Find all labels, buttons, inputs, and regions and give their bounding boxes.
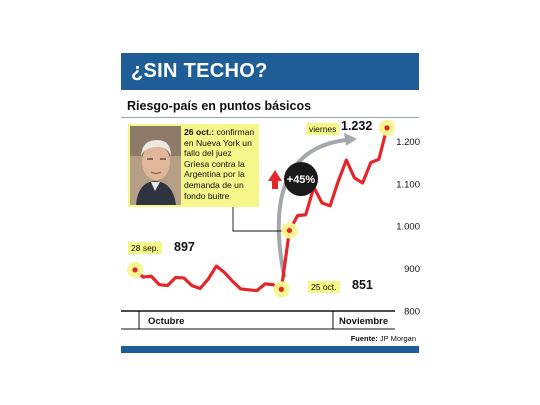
label-end-value: 1.232	[341, 119, 373, 133]
source-value: JP Morgan	[377, 334, 416, 343]
y-tick-label: 1.100	[396, 179, 420, 190]
footer-bar	[121, 346, 419, 353]
highlight-point	[286, 227, 293, 234]
annotation-connector	[232, 207, 290, 232]
label-start-date: 28 sep.	[128, 242, 162, 254]
title-banner: ¿SIN TECHO?	[121, 53, 419, 90]
y-tick-label: 1.000	[396, 222, 420, 233]
label-low-date: 25 oct.	[308, 281, 340, 293]
riesgo-pais-line	[133, 126, 389, 293]
chart-subtitle: Riesgo-país en puntos básicos	[127, 99, 312, 113]
change-badge-label: +45%	[287, 174, 316, 186]
label-low-value: 851	[352, 278, 373, 292]
highlight-point	[278, 286, 284, 292]
person-portrait-icon	[130, 126, 181, 205]
change-badge	[284, 162, 318, 196]
annotation-box: 26 oct.: confirman en Nueva York un fall…	[128, 124, 259, 207]
up-arrow-icon	[268, 170, 282, 189]
annotation-body: confirman en Nueva York un fallo del jue…	[184, 127, 255, 201]
source-credit: Fuente: JP Morgan	[351, 334, 416, 343]
y-tick-label: 1.200	[396, 137, 420, 148]
annotation-date: 26 oct.:	[184, 127, 215, 137]
y-tick-label: 900	[404, 264, 420, 275]
subtitle-divider	[121, 117, 419, 118]
annotation-text: 26 oct.: confirman en Nueva York un fall…	[184, 127, 258, 201]
source-label: Fuente:	[350, 334, 378, 343]
judge-photo	[130, 126, 181, 205]
rise-arrow-shaft	[276, 137, 348, 278]
x-tick-label: Octubre	[148, 316, 184, 327]
page-title: ¿SIN TECHO?	[131, 60, 268, 82]
x-tick-label: Noviembre	[339, 316, 388, 327]
label-start-value: 897	[174, 240, 195, 254]
label-end-date: viernes	[306, 123, 340, 135]
highlight-point	[384, 125, 390, 131]
rise-arrow-head	[344, 132, 357, 146]
y-tick-label: 800	[404, 307, 420, 318]
highlight-point	[132, 267, 138, 273]
